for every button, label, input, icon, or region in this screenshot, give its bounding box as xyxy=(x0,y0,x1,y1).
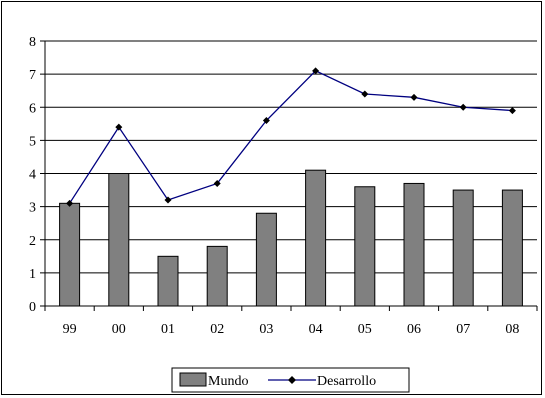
y-tick-label: 7 xyxy=(29,68,36,83)
bar-mundo xyxy=(157,255,179,307)
y-tick-label: 0 xyxy=(29,300,36,315)
y-tick-label: 1 xyxy=(29,267,36,282)
bar-mundo xyxy=(501,189,523,307)
y-tick-label: 5 xyxy=(29,134,36,149)
bar-mundo xyxy=(452,189,474,307)
bar-series-mundo xyxy=(59,169,523,307)
bar-mundo xyxy=(403,182,425,307)
legend-marker-desarrollo xyxy=(288,376,296,384)
point-desarrollo xyxy=(312,67,320,75)
x-tick-label: 07 xyxy=(456,322,470,337)
y-tick-label: 3 xyxy=(29,201,36,216)
legend: Mundo Desarrollo xyxy=(171,367,410,393)
y-tick-label: 2 xyxy=(29,234,36,249)
y-tick-label: 6 xyxy=(29,101,36,116)
legend-box xyxy=(171,367,410,393)
x-tick-label: 01 xyxy=(161,322,175,337)
legend-swatch-mundo xyxy=(179,372,207,387)
x-tick-label: 03 xyxy=(259,322,273,337)
point-desarrollo xyxy=(164,196,172,204)
line-series-desarrollo xyxy=(66,67,516,207)
x-tick-label: 99 xyxy=(63,322,77,337)
bar-mundo xyxy=(305,169,327,307)
bar-mundo xyxy=(255,212,277,307)
x-tick-label: 04 xyxy=(309,322,323,337)
point-desarrollo xyxy=(459,103,467,111)
point-desarrollo xyxy=(361,90,369,98)
y-tick-label: 8 xyxy=(29,35,36,50)
point-desarrollo xyxy=(66,199,74,207)
legend-label-mundo: Mundo xyxy=(208,374,248,389)
x-tick-label: 02 xyxy=(210,322,224,337)
y-tick-label: 4 xyxy=(29,168,36,183)
bar-mundo xyxy=(108,173,130,307)
point-desarrollo xyxy=(262,117,270,124)
y-axis-ticks: 0 1 2 3 4 5 6 7 8 xyxy=(29,35,45,315)
x-tick-label: 05 xyxy=(358,322,372,337)
line-desarrollo xyxy=(69,70,513,204)
point-desarrollo xyxy=(213,179,221,187)
x-tick-label: 00 xyxy=(112,322,126,337)
bar-mundo xyxy=(354,186,376,307)
legend-label-desarrollo: Desarrollo xyxy=(317,374,376,389)
point-desarrollo xyxy=(508,107,516,115)
point-desarrollo xyxy=(410,93,418,101)
point-desarrollo xyxy=(115,123,123,131)
bar-mundo xyxy=(59,202,81,307)
x-tick-label: 08 xyxy=(505,322,519,337)
bar-mundo xyxy=(206,245,228,307)
x-tick-label: 06 xyxy=(407,322,421,337)
x-axis-ticks: 99 00 01 02 03 04 05 06 07 08 xyxy=(44,306,538,337)
